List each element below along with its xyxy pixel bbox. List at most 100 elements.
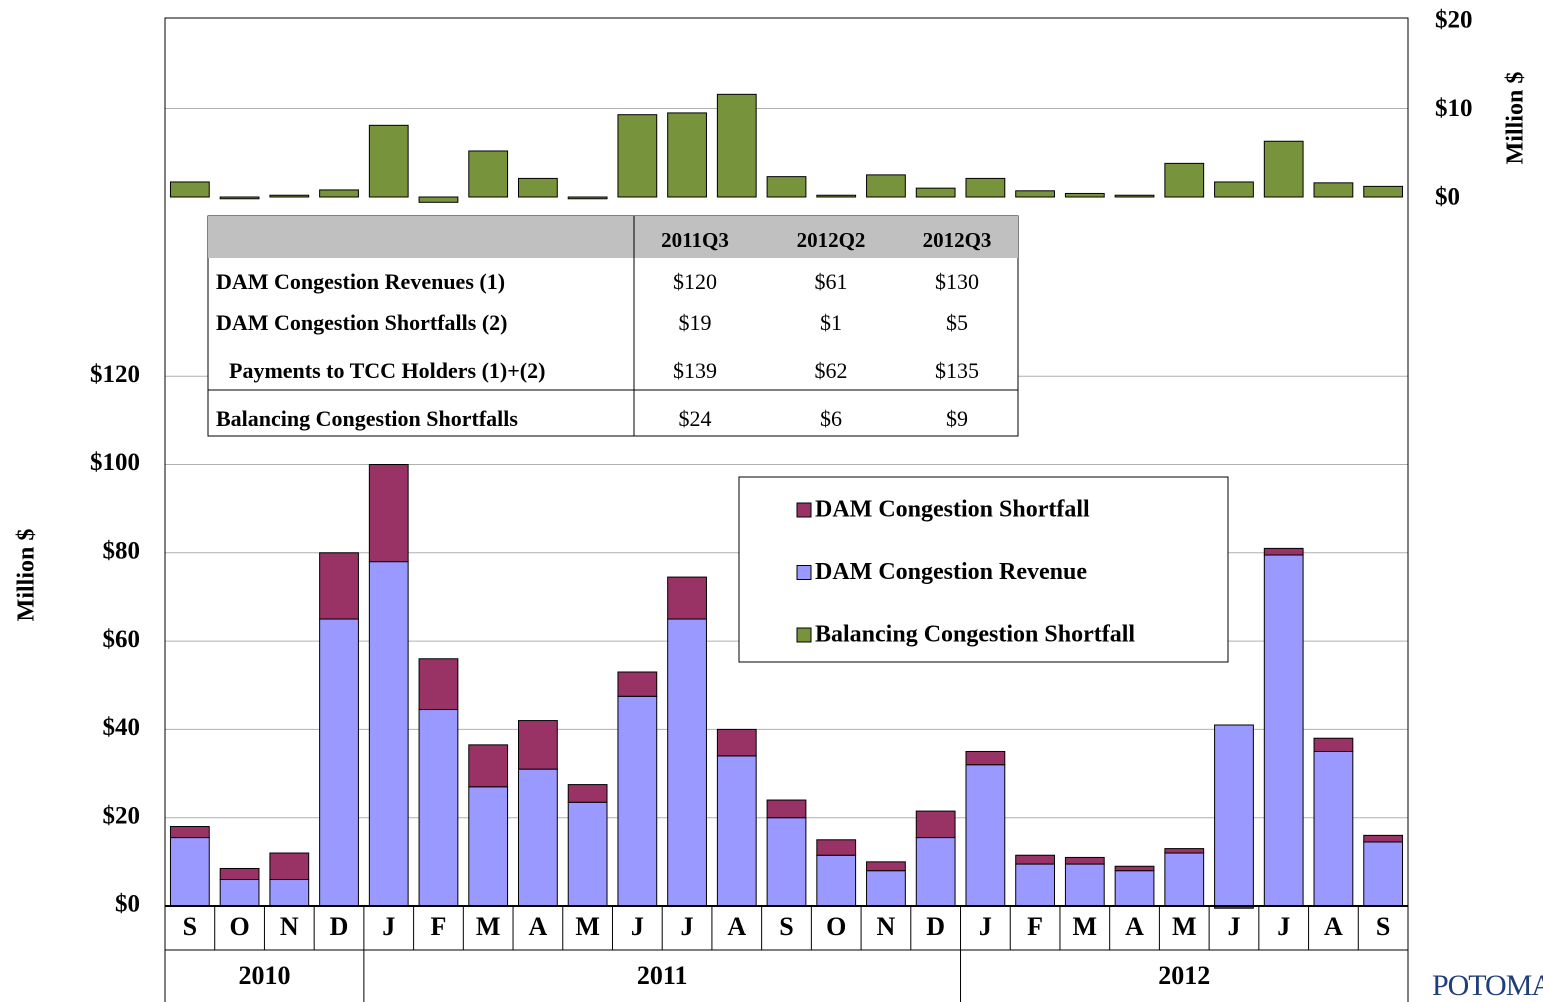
y-tick-label: $0 [115,891,140,918]
bar [716,728,757,757]
bar [468,744,509,788]
bar [667,618,707,907]
y-tick-label: $120 [90,361,140,388]
bar [1064,863,1105,907]
table-column-header: 2012Q3 [923,228,992,252]
bar [1313,182,1354,198]
year-label: 2011 [637,961,688,990]
x-tick-label: M [1073,912,1098,941]
bar [716,755,757,907]
x-tick-label: J [1277,912,1290,941]
bar [766,176,807,198]
x-tick-label: J [979,912,992,941]
table-row-label: DAM Congestion Revenues (1) [216,269,505,294]
table-cell: $62 [815,358,848,383]
y-tick-label: $60 [103,626,141,653]
table-cell: $120 [673,269,717,294]
legend-label: Balancing Congestion Shortfall [815,622,1135,648]
table-cell: $135 [935,358,979,383]
bar [866,861,906,872]
bar [1313,750,1354,907]
logo: POTOMAC [1432,969,1543,1002]
x-tick-label: N [877,912,896,941]
bar [617,114,658,198]
bar [1114,194,1155,198]
bar [915,837,956,907]
bar [567,801,608,907]
bar [518,177,558,198]
x-tick-label: A [1324,912,1343,941]
y-tick-label: $80 [103,538,141,565]
x-tick-label: S [183,912,197,941]
bar [965,750,1006,766]
y-axis-label: Million $ [14,529,40,622]
y2-tick-label: $10 [1435,95,1473,122]
table-row-label: DAM Congestion Shortfalls (2) [216,310,508,335]
legend-swatch [796,502,812,518]
bar [1015,863,1055,907]
y-tick-label: $40 [103,714,141,741]
x-tick-label: M [575,912,600,941]
bar [1214,181,1254,198]
bar [368,561,409,907]
x-tick-label: O [826,912,846,941]
bar [617,695,658,907]
bar [866,174,906,198]
x-tick-label: F [431,912,447,941]
bar [518,720,558,770]
x-tick-label: S [1376,912,1390,941]
bar [1214,724,1254,907]
legend-label: DAM Congestion Revenue [815,559,1087,585]
table-cell: $61 [815,269,848,294]
bar [418,658,459,711]
bar [915,810,956,839]
bar [269,194,310,198]
x-tick-label: D [926,912,945,941]
x-tick-label: J [631,912,644,941]
bar [169,181,210,198]
bar [368,124,409,198]
bar [1015,190,1055,198]
table-header [208,216,1018,258]
y2-tick-label: $0 [1435,184,1460,211]
x-tick-label: A [727,912,746,941]
y-tick-label: $20 [103,802,141,829]
bar [816,839,857,856]
bar [866,870,906,907]
year-label: 2010 [238,961,290,990]
bar [1363,841,1404,907]
bar [915,187,956,198]
bar [1164,162,1205,198]
x-tick-label: O [229,912,249,941]
x-tick-label: M [476,912,501,941]
bar [1064,856,1105,865]
bar [1313,737,1354,752]
x-tick-label: M [1172,912,1197,941]
bar [1363,834,1404,843]
legend-swatch [796,627,812,643]
legend-label: DAM Congestion Shortfall [815,497,1090,523]
bar [468,150,509,198]
table-cell: $5 [946,310,968,335]
bar [816,854,857,907]
bar [418,709,459,907]
bar [319,552,359,620]
x-tick-label: A [529,912,548,941]
table-cell: $19 [679,310,712,335]
bar [1064,192,1105,198]
bar [1164,852,1205,907]
y2-tick-label: $20 [1435,7,1473,34]
bar [617,671,658,697]
bar [1164,848,1205,854]
bar [766,799,807,819]
x-tick-label: A [1125,912,1144,941]
bar [716,93,757,198]
table-column-header: 2011Q3 [661,228,729,252]
bar [269,879,310,907]
bar [667,112,707,198]
x-tick-label: J [382,912,395,941]
bar [1263,547,1304,556]
bar [567,784,608,803]
table-column-header: 2012Q2 [797,228,866,252]
bar [319,189,359,198]
